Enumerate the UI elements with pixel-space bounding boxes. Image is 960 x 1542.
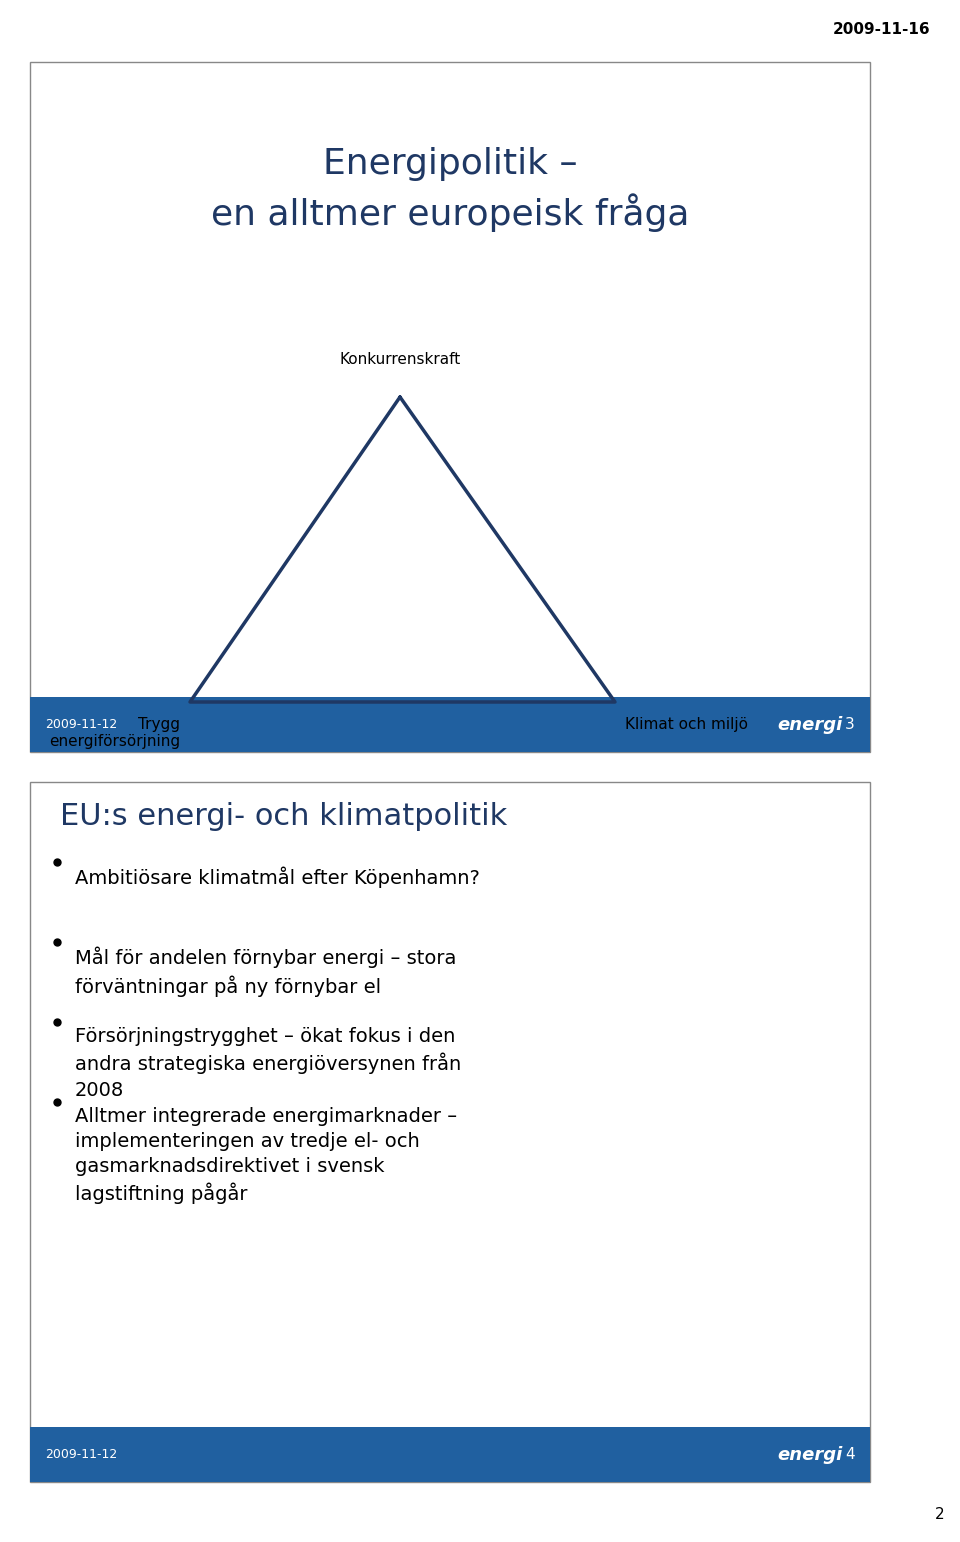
Text: Klimat och miljö: Klimat och miljö: [625, 717, 748, 732]
Text: Ambitiösare klimatmål efter Köpenhamn?: Ambitiösare klimatmål efter Köpenhamn?: [75, 867, 480, 888]
Text: energi: energi: [778, 1445, 843, 1463]
FancyBboxPatch shape: [30, 1426, 870, 1482]
Text: Energipolitik –
en alltmer europeisk fråga: Energipolitik – en alltmer europeisk frå…: [211, 146, 689, 233]
Text: energi: energi: [778, 715, 843, 734]
Text: 2: 2: [935, 1507, 945, 1522]
FancyBboxPatch shape: [30, 62, 870, 752]
Text: 2009-11-12: 2009-11-12: [45, 1448, 117, 1460]
Text: 4: 4: [846, 1446, 855, 1462]
Text: EU:s energi- och klimatpolitik: EU:s energi- och klimatpolitik: [60, 802, 507, 831]
FancyBboxPatch shape: [30, 782, 870, 1482]
Text: Trygg
energiförsörjning: Trygg energiförsörjning: [49, 717, 180, 749]
FancyBboxPatch shape: [30, 697, 870, 752]
Text: 3: 3: [845, 717, 855, 732]
Text: 2009-11-16: 2009-11-16: [832, 22, 930, 37]
Text: 2009-11-12: 2009-11-12: [45, 719, 117, 731]
Text: Alltmer integrerade energimarknader –
implementeringen av tredje el- och
gasmark: Alltmer integrerade energimarknader – im…: [75, 1107, 457, 1204]
Text: Mål för andelen förnybar energi – stora
förväntningar på ny förnybar el: Mål för andelen förnybar energi – stora …: [75, 947, 456, 998]
Text: Försörjningstrygghet – ökat fokus i den
andra strategiska energiöversynen från
2: Försörjningstrygghet – ökat fokus i den …: [75, 1027, 461, 1099]
Text: Konkurrenskraft: Konkurrenskraft: [340, 352, 461, 367]
